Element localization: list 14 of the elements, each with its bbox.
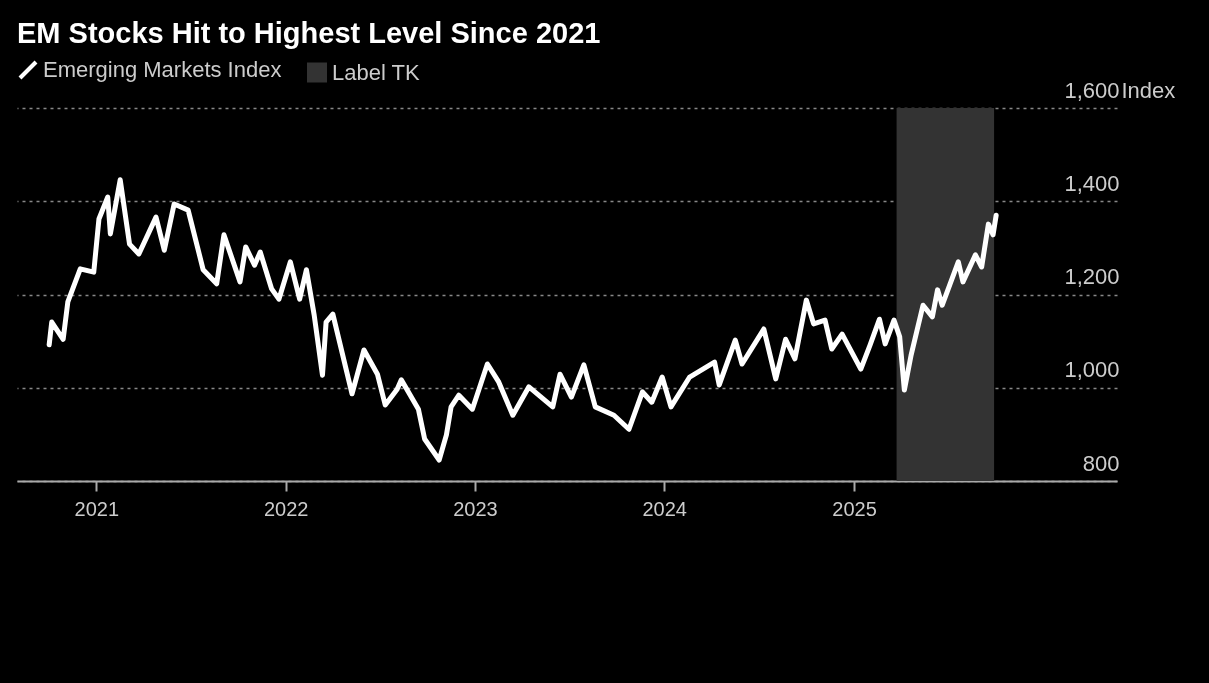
x-tick-label: 2024 <box>642 497 687 520</box>
x-tick-label: 2022 <box>263 497 309 520</box>
x-tick-label: 2025 <box>832 497 877 520</box>
y-tick-label: 1,600 <box>1064 77 1120 103</box>
y-axis-title: Index <box>1121 77 1176 103</box>
y-tick-label: 1,000 <box>1064 357 1120 383</box>
y-tick-label: 800 <box>1082 450 1120 476</box>
y-tick-label: 1,200 <box>1064 264 1120 289</box>
legend-label: Emerging Markets Index <box>43 57 282 82</box>
y-tick-label: 1,400 <box>1064 170 1120 196</box>
legend-label: Label TK <box>332 59 420 85</box>
chart-title: EM Stocks Hit to Highest Level Since 2021 <box>17 17 601 49</box>
x-tick-label: 2021 <box>74 497 120 520</box>
x-tick-label: 2023 <box>453 497 498 520</box>
